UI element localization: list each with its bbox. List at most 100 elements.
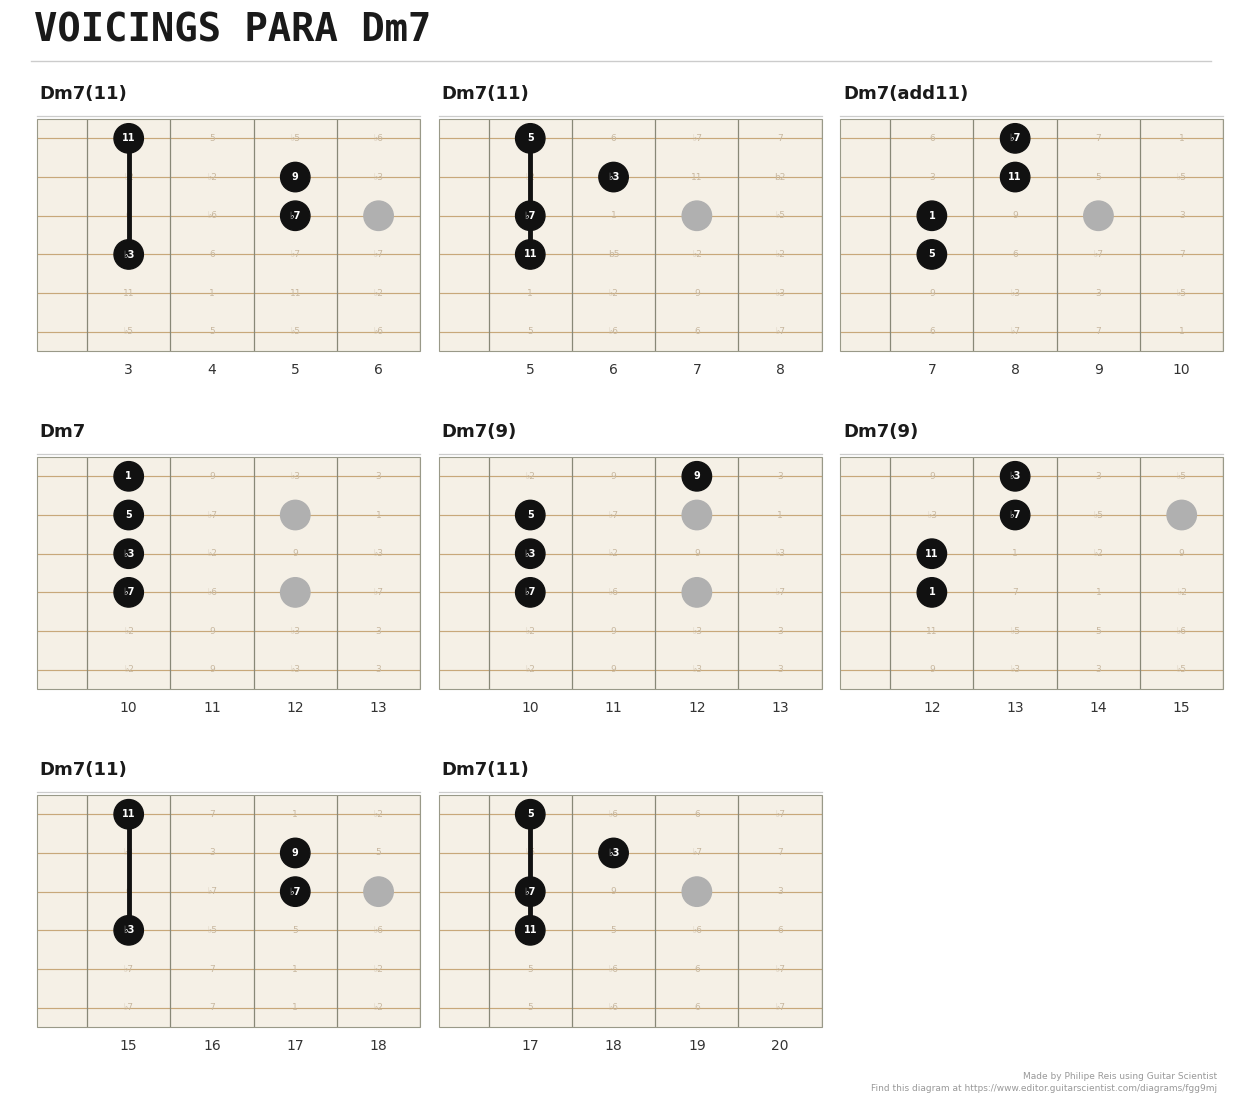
Text: ♭7: ♭7 — [207, 510, 217, 519]
Text: 1: 1 — [125, 472, 132, 482]
Text: Dm7(add11): Dm7(add11) — [843, 85, 969, 102]
Text: ♭3: ♭3 — [927, 510, 936, 519]
Text: 11: 11 — [122, 809, 135, 819]
Text: 7: 7 — [1179, 250, 1185, 259]
Text: 9: 9 — [292, 847, 298, 858]
Text: ♭6: ♭6 — [609, 964, 619, 973]
Ellipse shape — [1084, 201, 1113, 230]
Ellipse shape — [281, 839, 310, 867]
Text: 7: 7 — [292, 887, 298, 896]
Text: ♭7: ♭7 — [692, 849, 702, 857]
Text: 5: 5 — [527, 510, 534, 520]
Ellipse shape — [515, 240, 545, 269]
Text: 5: 5 — [528, 327, 533, 336]
Text: ♭3: ♭3 — [607, 847, 620, 858]
Ellipse shape — [917, 577, 946, 607]
Text: ♭7: ♭7 — [1010, 133, 1021, 143]
Text: 9: 9 — [209, 627, 215, 636]
Text: ♭2: ♭2 — [525, 887, 535, 896]
Text: 11: 11 — [927, 627, 938, 636]
Ellipse shape — [114, 462, 143, 491]
Text: 18: 18 — [605, 1038, 622, 1052]
Text: 3: 3 — [777, 666, 782, 674]
Text: 3: 3 — [1179, 212, 1185, 220]
Text: 5: 5 — [528, 964, 533, 973]
Ellipse shape — [1167, 500, 1196, 530]
Text: 3: 3 — [1012, 510, 1018, 519]
Text: 1: 1 — [292, 1003, 298, 1013]
Text: 9: 9 — [929, 289, 935, 298]
Text: ♭2: ♭2 — [525, 472, 535, 480]
Text: 5: 5 — [527, 809, 534, 819]
Text: 1: 1 — [611, 212, 616, 220]
Text: 11: 11 — [289, 289, 301, 298]
Text: ♭5: ♭5 — [207, 926, 217, 934]
Text: Dm7(9): Dm7(9) — [843, 422, 918, 441]
Text: 18: 18 — [370, 1038, 388, 1052]
Text: 1: 1 — [528, 289, 533, 298]
Text: 6: 6 — [694, 810, 699, 819]
Text: 6: 6 — [292, 212, 298, 220]
Ellipse shape — [281, 500, 310, 530]
Text: 6: 6 — [611, 133, 616, 143]
Ellipse shape — [364, 877, 394, 906]
Ellipse shape — [682, 877, 712, 906]
Text: Made by Philipe Reis using Guitar Scientist
Find this diagram at https://www.edi: Made by Philipe Reis using Guitar Scient… — [871, 1072, 1217, 1093]
Text: 12: 12 — [287, 701, 304, 714]
Text: 7: 7 — [528, 212, 533, 220]
Ellipse shape — [515, 123, 545, 153]
Text: ♭5: ♭5 — [1176, 289, 1186, 298]
Text: 7: 7 — [929, 549, 935, 559]
Text: ♭2: ♭2 — [609, 289, 619, 298]
Text: Dm7(11): Dm7(11) — [441, 760, 529, 779]
Text: ♭5: ♭5 — [525, 926, 535, 934]
Text: 3: 3 — [375, 627, 381, 636]
Text: 11: 11 — [524, 249, 537, 259]
Text: ♭7: ♭7 — [1093, 250, 1103, 259]
Text: ♭3: ♭3 — [374, 549, 384, 559]
Text: ♭3: ♭3 — [775, 549, 785, 559]
Ellipse shape — [515, 201, 545, 230]
Text: ♭2: ♭2 — [609, 549, 619, 559]
Text: 5: 5 — [1095, 173, 1102, 182]
Text: 6: 6 — [292, 587, 298, 597]
Text: ♭5: ♭5 — [291, 849, 301, 857]
Text: 11: 11 — [1009, 172, 1022, 182]
Text: 9: 9 — [929, 666, 935, 674]
Text: 7: 7 — [777, 849, 782, 857]
Text: 6: 6 — [694, 1003, 699, 1013]
Text: ♭7: ♭7 — [775, 810, 785, 819]
Text: 5: 5 — [291, 363, 299, 377]
Text: 1: 1 — [209, 289, 215, 298]
Text: 9: 9 — [611, 627, 616, 636]
Text: 5: 5 — [1095, 627, 1102, 636]
Text: ♭6: ♭6 — [609, 1003, 619, 1013]
Text: b2: b2 — [775, 173, 786, 182]
Text: 9: 9 — [929, 472, 935, 480]
Text: ♭3: ♭3 — [1093, 212, 1103, 220]
Text: ♭3: ♭3 — [123, 249, 134, 259]
Text: ♭7: ♭7 — [124, 250, 134, 259]
Text: ♭5: ♭5 — [1176, 173, 1186, 182]
Text: 10: 10 — [1172, 363, 1191, 377]
Text: ♭3: ♭3 — [291, 627, 301, 636]
Text: 9: 9 — [611, 666, 616, 674]
Text: 9: 9 — [694, 549, 699, 559]
Text: ♭6: ♭6 — [609, 810, 619, 819]
Text: 1: 1 — [375, 887, 381, 896]
Text: 9: 9 — [693, 472, 700, 482]
Text: 12: 12 — [923, 701, 940, 714]
Text: 3: 3 — [1095, 666, 1102, 674]
Text: ♭2: ♭2 — [124, 627, 134, 636]
Text: 6: 6 — [125, 887, 132, 896]
Text: ♭5: ♭5 — [291, 327, 301, 336]
Ellipse shape — [515, 877, 545, 906]
Text: 3: 3 — [209, 849, 215, 857]
Text: 19: 19 — [688, 1038, 705, 1052]
Text: 10: 10 — [522, 701, 539, 714]
Text: ♭5: ♭5 — [124, 133, 134, 143]
Text: 17: 17 — [522, 1038, 539, 1052]
Ellipse shape — [917, 201, 946, 230]
Text: ♭6: ♭6 — [374, 327, 384, 336]
Text: 5: 5 — [528, 1003, 533, 1013]
